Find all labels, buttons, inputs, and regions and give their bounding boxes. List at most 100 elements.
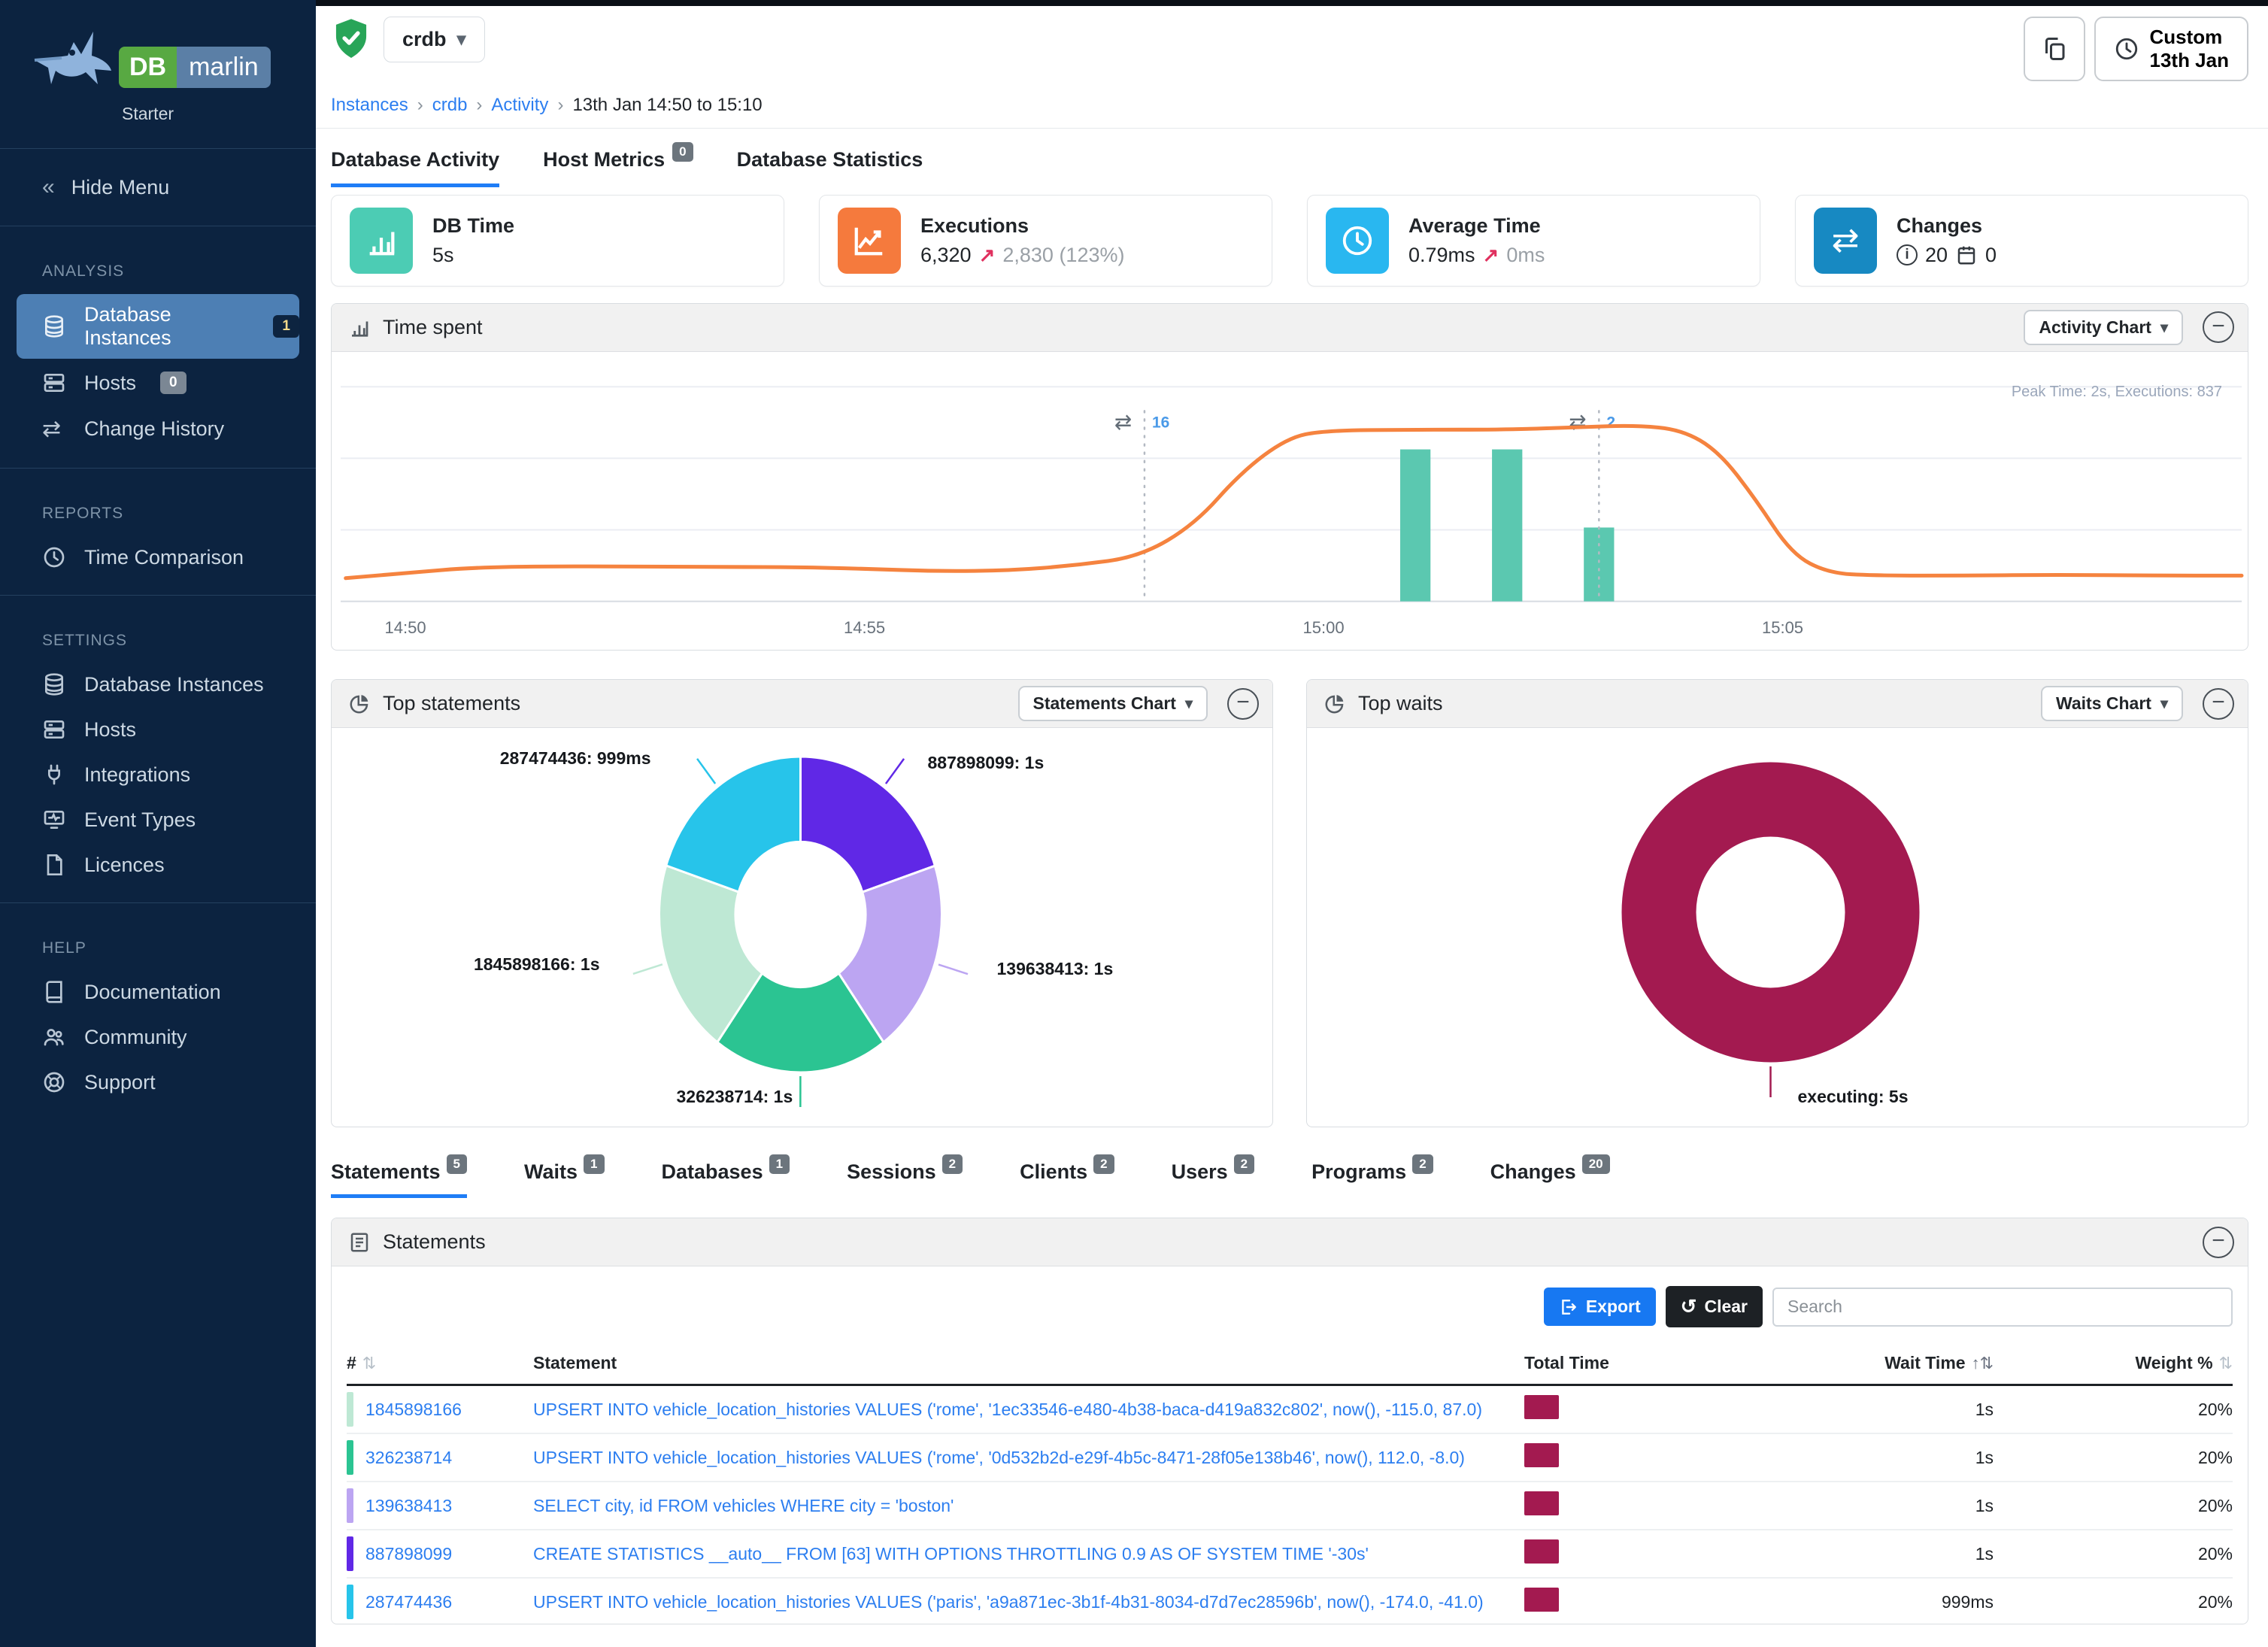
- collapse-top-statements-button[interactable]: [1227, 687, 1259, 720]
- database-icon: [42, 314, 66, 338]
- tab-databases[interactable]: Databases 1: [662, 1154, 790, 1198]
- count-badge: 1: [273, 315, 299, 338]
- sidebar-item-settings-hosts[interactable]: Hosts: [17, 708, 299, 751]
- instance-selector[interactable]: crdb: [384, 16, 485, 62]
- weight-value: 20%: [2197, 1447, 2233, 1467]
- waits-donut-chart[interactable]: executing: 5s: [1307, 728, 2248, 1127]
- clock-icon: [2114, 36, 2139, 62]
- wait-time-value: 999ms: [1941, 1591, 1994, 1612]
- copy-icon: [2041, 35, 2068, 62]
- sidebar-item-label: Community: [84, 1025, 187, 1048]
- time-spent-panel: Time spent Activity Chart ⇄ 16 ⇄ 2 14:50 14:5…: [331, 302, 2248, 651]
- bar-chart-icon: [350, 207, 413, 274]
- tab-database-activity[interactable]: Database Activity: [331, 148, 500, 187]
- trend-value: 2,830 (123%): [1002, 243, 1125, 266]
- breadcrumb-activity[interactable]: Activity: [491, 94, 549, 115]
- sidebar-item-label: Hosts: [84, 717, 137, 741]
- breadcrumb-crdb[interactable]: crdb: [432, 94, 468, 115]
- sidebar-item-label: Event Types: [84, 808, 196, 831]
- statements-panel: Statements Export Clear # Statement Tota…: [331, 1218, 2248, 1624]
- statement-link[interactable]: UPSERT INTO vehicle_location_histories V…: [533, 1591, 1484, 1612]
- statement-id-link[interactable]: 1845898166: [365, 1399, 462, 1419]
- export-button[interactable]: Export: [1543, 1288, 1656, 1327]
- time-range-button[interactable]: Custom 13th Jan: [2094, 16, 2248, 81]
- column-num[interactable]: #: [347, 1353, 533, 1373]
- collapse-statements-button[interactable]: [2203, 1226, 2234, 1258]
- svg-text:⇄: ⇄: [1114, 410, 1132, 433]
- statement-id-link[interactable]: 887898099: [365, 1543, 453, 1564]
- clock-icon: [1326, 207, 1389, 274]
- trend-up-icon: ↗: [978, 243, 996, 266]
- tab-label: Programs: [1311, 1160, 1407, 1184]
- weight-value: 20%: [2197, 1543, 2233, 1564]
- sidebar-item-label: Support: [84, 1070, 156, 1093]
- list-icon: [348, 1231, 371, 1254]
- sidebar-item-integrations[interactable]: Integrations: [17, 754, 299, 796]
- top-waits-body: executing: 5s: [1307, 728, 2248, 1127]
- time-spent-chart[interactable]: ⇄ 16 ⇄ 2 14:50 14:55 15:00 15:05: [332, 352, 2248, 651]
- activity-chart-selector[interactable]: Activity Chart: [2024, 309, 2183, 345]
- selector-label: Waits Chart: [2056, 693, 2151, 714]
- sidebar-item-time-comparison[interactable]: Time Comparison: [17, 536, 299, 578]
- svg-text:⇄: ⇄: [1569, 410, 1586, 433]
- statement-id-link[interactable]: 287474436: [365, 1591, 453, 1612]
- statement-link[interactable]: UPSERT INTO vehicle_location_histories V…: [533, 1447, 1465, 1467]
- column-wait-time[interactable]: Wait Time: [1735, 1353, 1994, 1373]
- tab-programs[interactable]: Programs 2: [1311, 1154, 1433, 1198]
- sidebar-item-hosts[interactable]: Hosts 0: [17, 362, 299, 404]
- tab-badge: 1: [769, 1154, 790, 1175]
- section-help: HELP: [42, 939, 86, 957]
- total-time-bar: [1524, 1395, 1559, 1420]
- statement-link[interactable]: CREATE STATISTICS __auto__ FROM [63] WIT…: [533, 1543, 1369, 1564]
- tab-sessions[interactable]: Sessions 2: [847, 1154, 963, 1198]
- statement-id-link[interactable]: 139638413: [365, 1495, 453, 1515]
- collapse-top-waits-button[interactable]: [2203, 687, 2234, 720]
- changes-info-count: 20: [1925, 243, 1948, 266]
- statement-id-link[interactable]: 326238714: [365, 1447, 453, 1467]
- tab-statements[interactable]: Statements 5: [331, 1154, 468, 1199]
- section-settings: SETTINGS: [42, 632, 128, 649]
- wait-time-value: 1s: [1975, 1543, 1994, 1564]
- tab-users[interactable]: Users 2: [1171, 1154, 1255, 1198]
- tab-clients[interactable]: Clients 2: [1020, 1154, 1114, 1198]
- statement-link[interactable]: UPSERT INTO vehicle_location_histories V…: [533, 1399, 1482, 1419]
- donut-panels-row: Top statements Statements Chart 88789809…: [331, 679, 2248, 1128]
- svg-text:1845898166: 1s: 1845898166: 1s: [474, 954, 600, 974]
- statements-chart-selector[interactable]: Statements Chart: [1017, 686, 1208, 722]
- panel-title: Time spent: [383, 315, 483, 338]
- sidebar-item-licences[interactable]: Licences: [17, 844, 299, 886]
- sidebar-item-documentation[interactable]: Documentation: [17, 971, 299, 1013]
- tab-waits[interactable]: Waits 1: [524, 1154, 605, 1198]
- waits-chart-selector[interactable]: Waits Chart: [2041, 686, 2183, 722]
- info-icon: i: [1897, 244, 1918, 266]
- sidebar-item-support[interactable]: Support: [17, 1061, 299, 1103]
- statements-donut-chart[interactable]: 887898099: 1s 139638413: 1s 326238714: 1s 1…: [332, 728, 1272, 1127]
- tab-changes[interactable]: Changes 20: [1490, 1154, 1610, 1198]
- sidebar-item-event-types[interactable]: Event Types: [17, 799, 299, 841]
- sidebar-item-community[interactable]: Community: [17, 1016, 299, 1058]
- column-statement[interactable]: Statement: [533, 1353, 617, 1373]
- statement-link[interactable]: SELECT city, id FROM vehicles WHERE city…: [533, 1495, 954, 1515]
- collapse-time-spent-button[interactable]: [2203, 311, 2234, 344]
- breadcrumb-instances[interactable]: Instances: [331, 94, 408, 115]
- health-shield-icon: [331, 17, 371, 61]
- breadcrumb: Instances crdb Activity 13th Jan 14:50 t…: [331, 95, 2248, 116]
- card-value: 5s: [432, 243, 454, 266]
- sidebar-item-change-history[interactable]: Change History: [17, 407, 299, 451]
- tab-database-statistics[interactable]: Database Statistics: [737, 148, 923, 187]
- clear-button[interactable]: Clear: [1665, 1286, 1763, 1328]
- sidebar-item-database-instances[interactable]: Database Instances 1: [17, 294, 299, 359]
- hide-menu-button[interactable]: Hide Menu: [0, 165, 316, 209]
- copy-link-button[interactable]: [2023, 16, 2085, 81]
- card-changes: ⇄ Changes i 20 0: [1795, 194, 2248, 287]
- color-chip: [347, 1440, 353, 1476]
- tab-label: Users: [1171, 1160, 1228, 1184]
- tab-host-metrics[interactable]: Host Metrics 0: [543, 141, 693, 187]
- column-total-time[interactable]: Total Time: [1524, 1353, 1609, 1373]
- column-weight[interactable]: Weight %: [1994, 1353, 2233, 1373]
- sidebar-item-settings-database-instances[interactable]: Database Instances: [17, 663, 299, 705]
- search-input[interactable]: [1772, 1287, 2233, 1327]
- divider: [0, 902, 316, 903]
- hide-menu-label: Hide Menu: [71, 175, 170, 199]
- tab-label: Statements: [331, 1160, 441, 1184]
